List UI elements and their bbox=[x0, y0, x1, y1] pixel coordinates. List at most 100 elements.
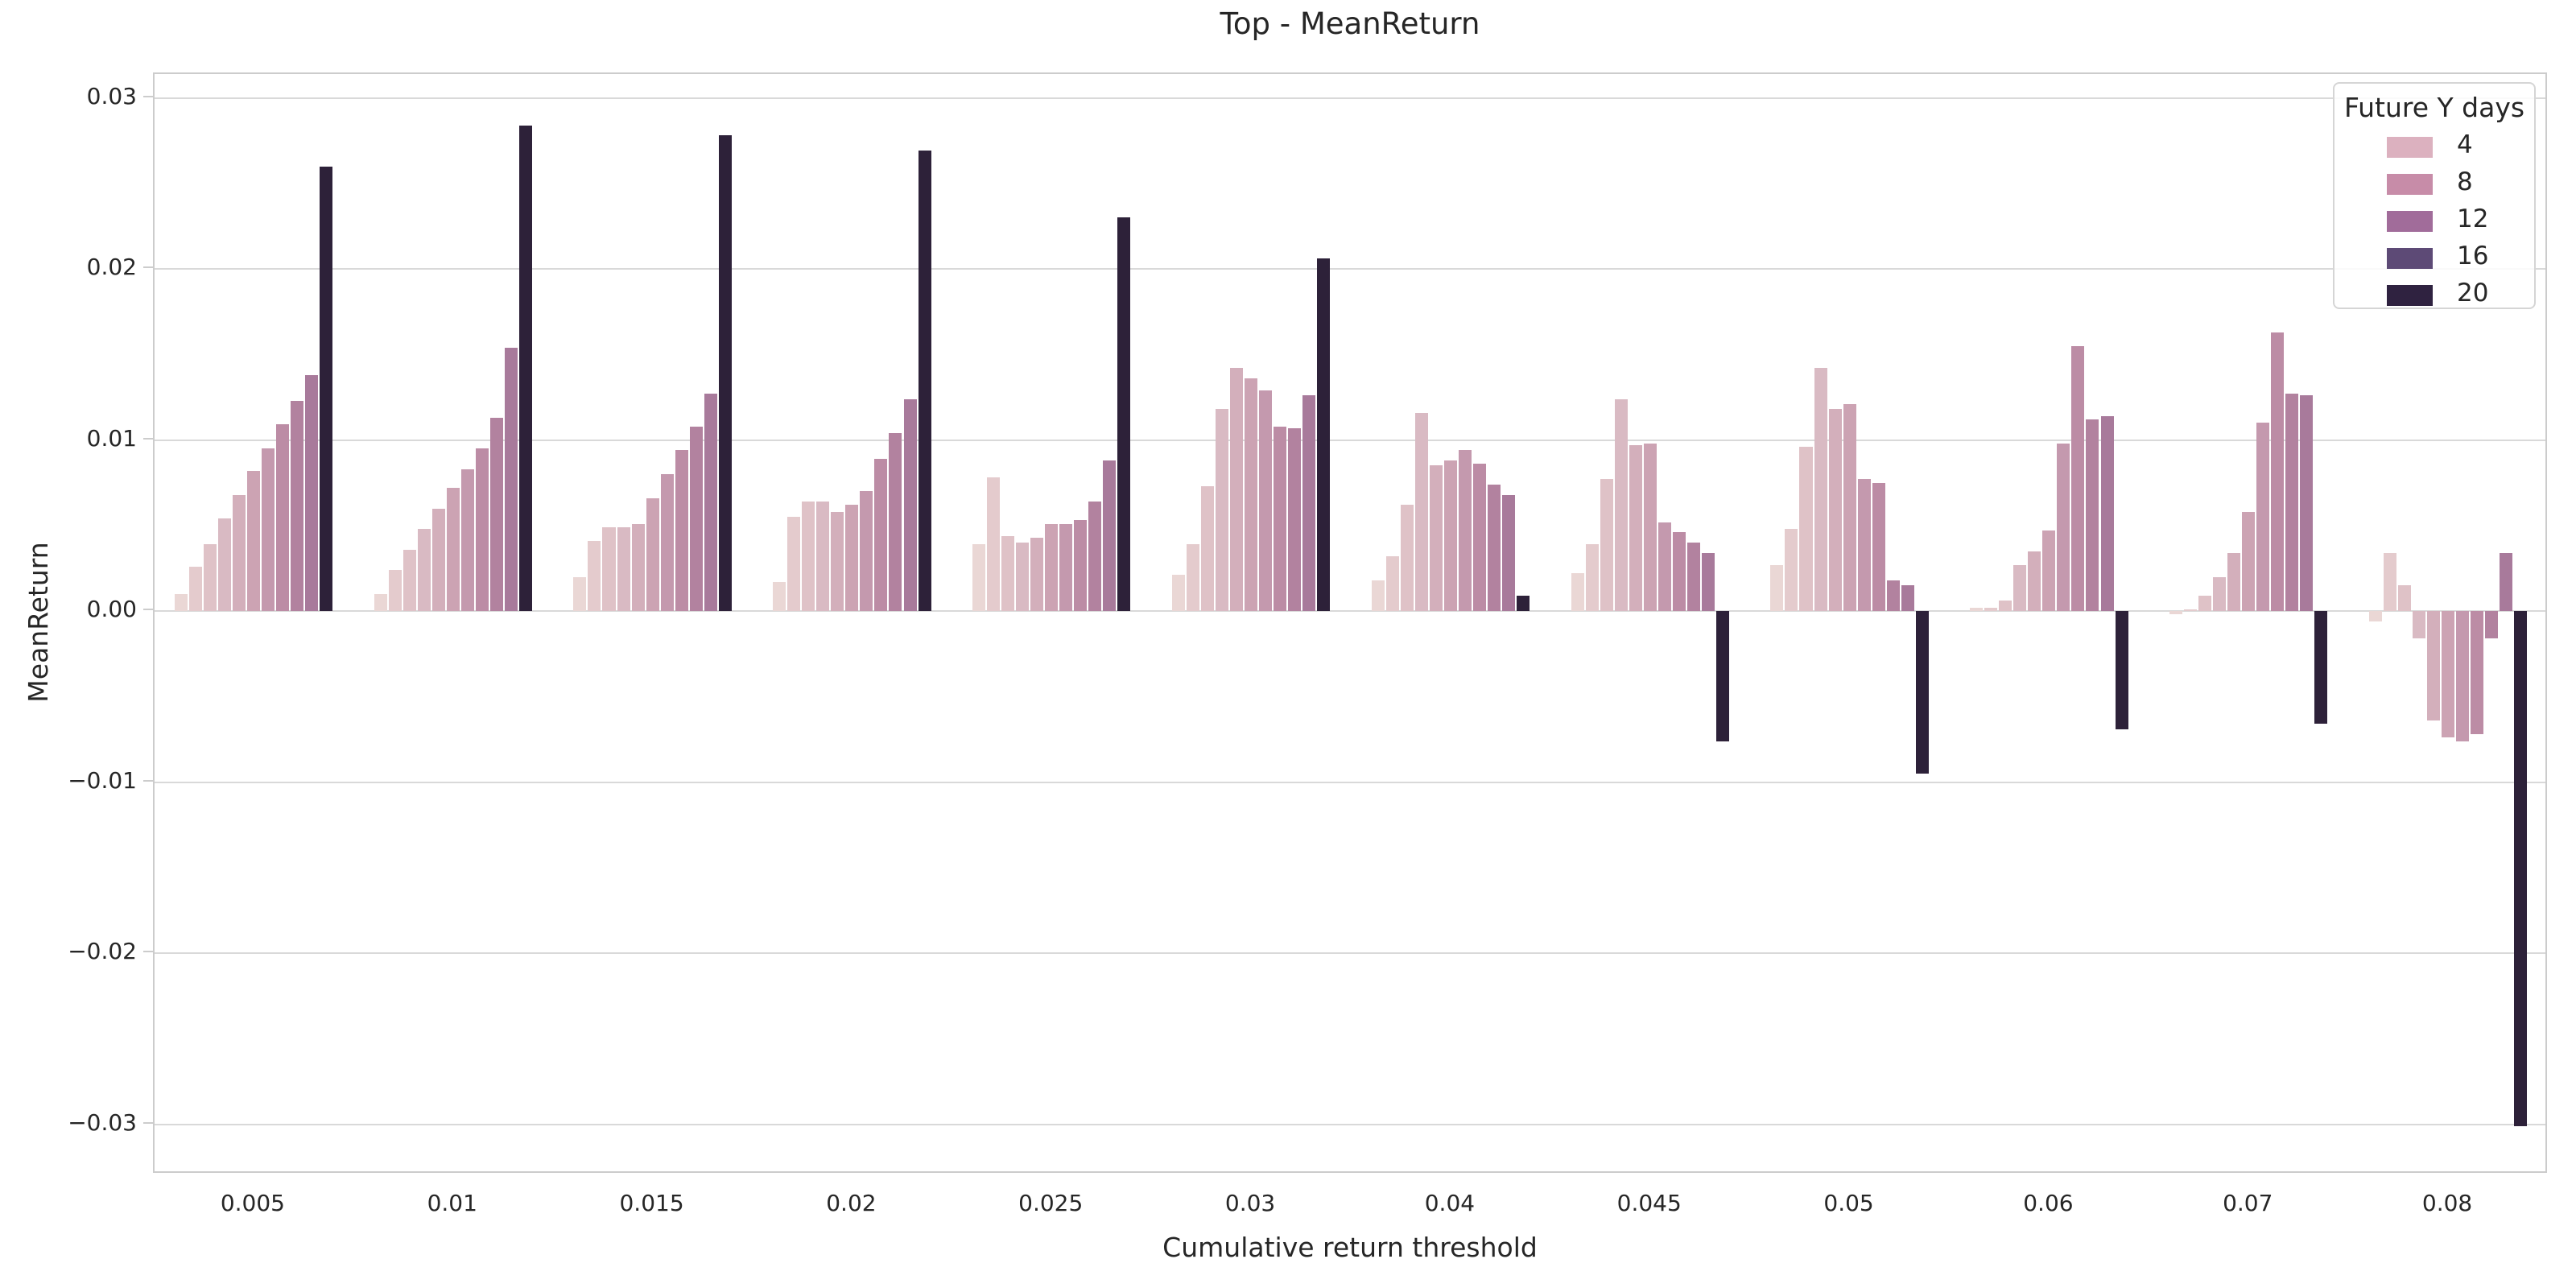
y-tick-label: −0.01 bbox=[68, 766, 137, 794]
y-tick-label: 0.00 bbox=[86, 596, 137, 622]
bar-0.025-hue-04 bbox=[1016, 543, 1030, 611]
bar-0.005-hue-02 bbox=[188, 566, 202, 611]
bar-0.05-hue-11 bbox=[1915, 611, 1929, 774]
bar-0.005-hue-11 bbox=[320, 166, 333, 611]
bar-0.02-hue-09 bbox=[889, 433, 902, 611]
bar-0.045-hue-04 bbox=[1614, 398, 1628, 611]
bar-0.07-hue-06 bbox=[2242, 511, 2256, 611]
bar-0.02-hue-07 bbox=[860, 491, 873, 611]
bar-0.08-hue-09 bbox=[2485, 611, 2499, 638]
bar-0.08-hue-10 bbox=[2500, 552, 2513, 611]
gridline-0.00 bbox=[155, 610, 2545, 612]
chart-title: Top - MeanReturn bbox=[1220, 6, 1480, 41]
bar-0.045-hue-10 bbox=[1701, 552, 1715, 611]
bar-0.03-hue-02 bbox=[1186, 544, 1199, 611]
bar-0.025-hue-01 bbox=[972, 544, 986, 611]
y-tick-mark bbox=[143, 437, 153, 440]
legend-entry-20: 20 bbox=[2334, 277, 2534, 314]
bar-0.045-hue-08 bbox=[1672, 532, 1686, 611]
x-tick-label: 0.01 bbox=[427, 1190, 477, 1216]
bar-0.02-hue-03 bbox=[802, 502, 815, 611]
y-tick-mark bbox=[143, 95, 153, 97]
bar-0.015-hue-04 bbox=[617, 526, 630, 611]
bar-0.01-hue-11 bbox=[518, 125, 532, 611]
bar-0.01-hue-04 bbox=[417, 529, 431, 611]
bar-0.01-hue-03 bbox=[402, 549, 416, 611]
bar-0.07-hue-11 bbox=[2314, 611, 2328, 724]
bar-0.06-hue-09 bbox=[2086, 419, 2099, 611]
bar-0.045-hue-09 bbox=[1686, 543, 1700, 611]
bar-0.015-hue-08 bbox=[675, 450, 688, 611]
bar-0.02-hue-08 bbox=[874, 458, 888, 611]
bar-0.07-hue-10 bbox=[2300, 395, 2314, 611]
y-tick-mark bbox=[143, 779, 153, 782]
bar-0.03-hue-05 bbox=[1230, 368, 1244, 611]
legend-entry-4: 4 bbox=[2334, 129, 2534, 166]
x-axis-label: Cumulative return threshold bbox=[1162, 1232, 1538, 1263]
x-tick-label: 0.03 bbox=[1224, 1190, 1276, 1216]
y-tick-label: −0.02 bbox=[68, 938, 137, 964]
bar-0.06-hue-06 bbox=[2042, 530, 2056, 611]
bar-0.025-hue-05 bbox=[1030, 537, 1044, 611]
bar-0.02-hue-11 bbox=[918, 151, 931, 611]
x-tick-label: 0.015 bbox=[619, 1190, 684, 1216]
bar-0.08-hue-07 bbox=[2456, 611, 2470, 741]
bar-0.03-hue-09 bbox=[1288, 427, 1302, 611]
bar-0.03-hue-03 bbox=[1200, 485, 1214, 611]
bar-0.08-hue-01 bbox=[2368, 611, 2382, 621]
bar-0.045-hue-07 bbox=[1657, 522, 1671, 611]
bar-0.025-hue-09 bbox=[1088, 502, 1102, 611]
bar-0.04-hue-05 bbox=[1429, 465, 1443, 611]
bar-0.01-hue-10 bbox=[504, 347, 518, 611]
bar-0.08-hue-11 bbox=[2514, 611, 2528, 1126]
bar-0.005-hue-05 bbox=[232, 494, 246, 611]
gridline-0.03 bbox=[155, 97, 2545, 99]
bar-0.005-hue-10 bbox=[305, 374, 319, 611]
bar-0.05-hue-09 bbox=[1886, 580, 1900, 611]
bar-0.04-hue-10 bbox=[1502, 494, 1516, 611]
bar-0.01-hue-06 bbox=[446, 488, 460, 611]
bar-0.04-hue-04 bbox=[1414, 412, 1428, 611]
bar-0.005-hue-08 bbox=[275, 424, 289, 611]
bar-0.005-hue-07 bbox=[261, 448, 275, 611]
legend-swatch-icon bbox=[2387, 285, 2433, 306]
bar-0.07-hue-04 bbox=[2213, 576, 2227, 611]
bar-0.015-hue-10 bbox=[704, 394, 717, 611]
bar-0.08-hue-06 bbox=[2442, 611, 2455, 738]
bar-0.045-hue-03 bbox=[1600, 479, 1613, 611]
bar-0.04-hue-06 bbox=[1443, 460, 1457, 611]
bar-0.06-hue-11 bbox=[2115, 611, 2128, 729]
bar-0.08-hue-02 bbox=[2383, 552, 2396, 611]
y-tick-label: 0.03 bbox=[86, 82, 137, 109]
bar-0.06-hue-01 bbox=[1970, 607, 1984, 611]
bar-0.06-hue-10 bbox=[2100, 415, 2114, 611]
bar-0.02-hue-05 bbox=[831, 511, 844, 611]
x-tick-label: 0.08 bbox=[2421, 1190, 2473, 1216]
bar-0.07-hue-05 bbox=[2227, 552, 2241, 611]
bar-0.05-hue-03 bbox=[1799, 447, 1813, 611]
bar-0.04-hue-01 bbox=[1371, 580, 1385, 611]
bar-0.05-hue-04 bbox=[1814, 368, 1827, 611]
bar-0.025-hue-03 bbox=[1001, 535, 1015, 611]
bar-0.07-hue-09 bbox=[2285, 394, 2299, 611]
bar-0.025-hue-08 bbox=[1074, 520, 1088, 611]
legend-entry-16: 16 bbox=[2334, 240, 2534, 277]
bar-0.045-hue-02 bbox=[1585, 544, 1599, 611]
bar-0.03-hue-04 bbox=[1216, 409, 1229, 611]
bar-0.05-hue-01 bbox=[1770, 564, 1784, 611]
y-tick-mark bbox=[143, 1121, 153, 1124]
bar-0.05-hue-10 bbox=[1901, 585, 1914, 611]
bar-0.05-hue-07 bbox=[1857, 479, 1871, 611]
gridline-0.01 bbox=[155, 439, 2545, 441]
bar-0.05-hue-06 bbox=[1843, 403, 1856, 611]
bar-0.08-hue-04 bbox=[2413, 611, 2426, 638]
bar-0.04-hue-11 bbox=[1517, 595, 1530, 611]
bar-0.07-hue-03 bbox=[2198, 595, 2212, 611]
x-tick-label: 0.04 bbox=[1424, 1190, 1476, 1216]
legend-title: Future Y days bbox=[2343, 92, 2525, 123]
bar-0.015-hue-02 bbox=[588, 540, 601, 611]
bar-0.04-hue-03 bbox=[1400, 505, 1414, 611]
bar-0.07-hue-01 bbox=[2169, 611, 2183, 615]
bar-0.015-hue-05 bbox=[631, 523, 645, 611]
